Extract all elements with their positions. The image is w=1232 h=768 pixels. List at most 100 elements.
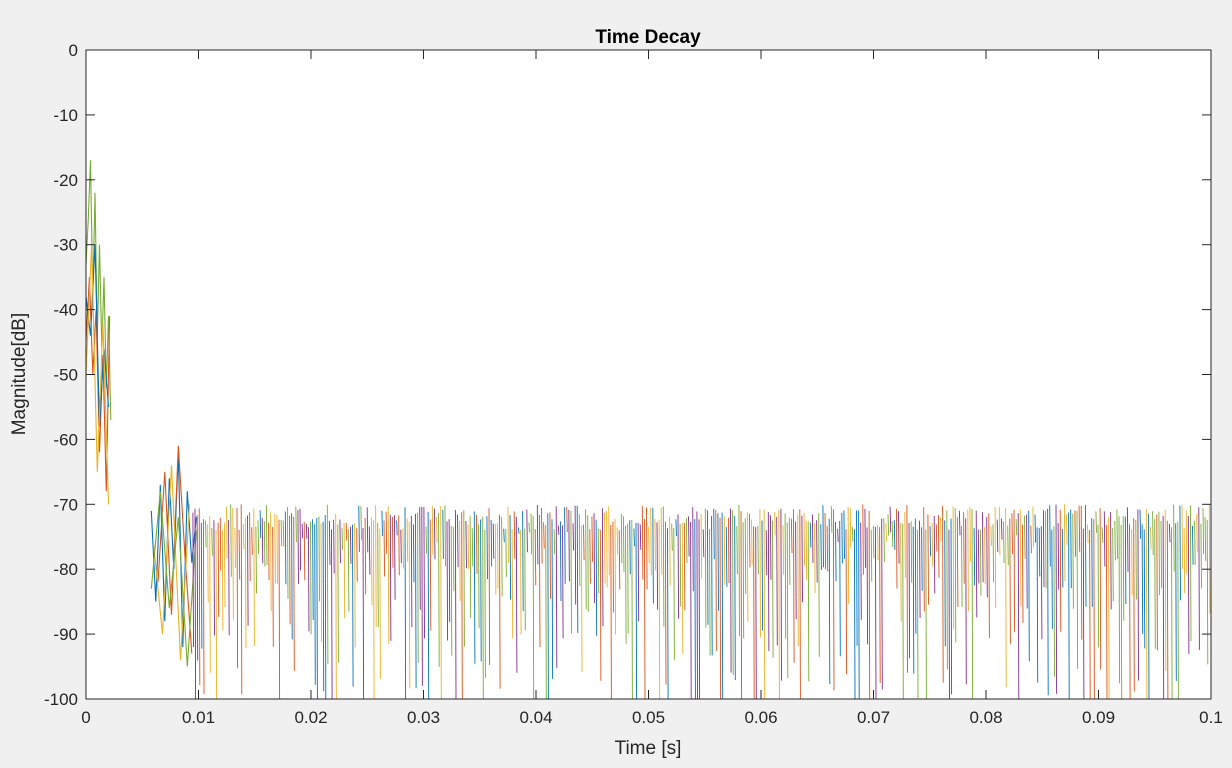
noise-stroke <box>209 516 211 673</box>
noise-stroke <box>1135 519 1137 600</box>
noise-stroke <box>419 507 421 610</box>
noise-stroke <box>870 529 873 582</box>
data-lines <box>85 160 1211 700</box>
noise-stroke <box>654 518 656 571</box>
noise-stroke <box>366 507 369 553</box>
noise-stroke <box>719 517 722 700</box>
noise-stroke <box>612 521 614 613</box>
noise-stroke <box>904 511 906 578</box>
noise-stroke <box>257 520 260 555</box>
noise-stroke <box>925 529 927 700</box>
noise-stroke <box>931 522 934 567</box>
noise-stroke <box>454 509 457 700</box>
noise-stroke <box>961 525 963 607</box>
noise-stroke <box>217 522 220 618</box>
noise-stroke <box>683 522 686 611</box>
noise-stroke <box>1028 510 1030 662</box>
noise-stroke <box>396 520 398 536</box>
y-tick-label: -70 <box>53 495 78 514</box>
noise-stroke <box>1152 511 1154 556</box>
noise-stroke <box>877 525 879 561</box>
noise-stroke <box>532 515 535 700</box>
noise-stroke <box>265 504 268 566</box>
noise-stroke <box>349 526 352 564</box>
noise-stroke <box>746 512 749 622</box>
noise-stroke <box>933 515 936 594</box>
noise-stroke <box>1185 510 1188 575</box>
noise-stroke <box>881 518 883 690</box>
noise-stroke <box>436 517 438 543</box>
noise-stroke <box>1175 523 1177 681</box>
noise-stroke <box>402 528 404 569</box>
noise-stroke <box>1000 518 1003 540</box>
noise-stroke <box>202 519 205 695</box>
noise-stroke <box>242 523 245 549</box>
noise-stroke <box>1051 529 1053 629</box>
noise-stroke <box>698 519 701 700</box>
noise-stroke <box>1030 525 1032 554</box>
noise-stroke <box>1164 509 1167 671</box>
noise-stroke <box>503 528 505 543</box>
noise-stroke <box>219 517 222 571</box>
noise-stroke <box>1158 511 1160 596</box>
noise-stroke <box>895 508 898 589</box>
noise-stroke <box>362 527 365 700</box>
noise-stroke <box>465 520 467 569</box>
noise-stroke <box>1187 515 1190 654</box>
decay-series-7 <box>150 491 197 667</box>
noise-stroke <box>830 506 833 533</box>
noise-stroke <box>1206 519 1209 665</box>
noise-stroke <box>1036 527 1039 683</box>
noise-stroke <box>310 521 312 635</box>
noise-stroke <box>944 520 946 647</box>
noise-stroke <box>545 525 547 700</box>
noise-stroke <box>268 522 270 581</box>
noise-stroke <box>774 512 776 536</box>
noise-stroke <box>765 530 768 576</box>
noise-stroke <box>1045 511 1047 589</box>
noise-stroke <box>377 522 379 628</box>
noise-stroke <box>484 529 486 678</box>
noise-stroke <box>501 516 503 597</box>
noise-stroke <box>646 507 648 590</box>
noise-stroke <box>261 517 264 564</box>
noise-stroke <box>1141 524 1144 635</box>
noise-stroke <box>614 518 617 635</box>
noise-stroke <box>929 526 932 557</box>
decay-series-2 <box>85 244 110 427</box>
noise-stroke <box>685 518 688 564</box>
noise-stroke <box>226 506 228 559</box>
noise-stroke <box>499 514 501 689</box>
noise-stroke <box>564 507 566 584</box>
noise-stroke <box>1196 513 1198 553</box>
x-tick-label: 0.01 <box>182 708 215 727</box>
noise-stroke <box>631 519 633 700</box>
noise-stroke <box>337 524 339 663</box>
noise-stroke <box>530 513 533 555</box>
noise-stroke <box>469 516 472 619</box>
noise-stroke <box>1166 520 1169 700</box>
noise-stroke <box>593 513 596 604</box>
noise-stroke <box>433 508 436 560</box>
noise-stroke <box>627 523 629 634</box>
noise-stroke <box>1084 504 1087 607</box>
plot-area <box>86 50 1211 699</box>
noise-stroke <box>734 516 736 681</box>
noise-stroke <box>1105 524 1108 700</box>
noise-stroke <box>198 508 201 686</box>
noise-stroke <box>656 522 659 610</box>
noise-stroke <box>648 527 650 564</box>
noise-stroke <box>549 512 551 599</box>
noise-stroke <box>589 529 591 584</box>
noise-stroke <box>837 528 839 543</box>
noise-stroke <box>973 528 976 586</box>
noise-stroke <box>858 510 860 700</box>
noise-stroke <box>228 519 230 636</box>
noise-stroke <box>331 529 333 700</box>
noise-stroke <box>832 509 835 691</box>
noise-stroke <box>238 529 241 580</box>
noise-stroke <box>662 506 665 627</box>
noise-stroke <box>604 512 606 584</box>
noise-stroke <box>244 517 247 649</box>
noise-stroke <box>394 515 396 600</box>
